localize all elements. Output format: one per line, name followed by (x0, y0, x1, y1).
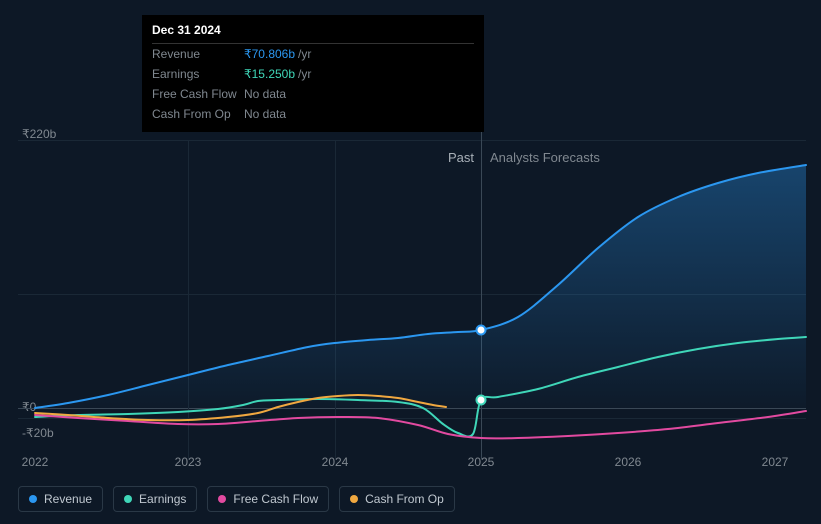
legend-dot-icon (124, 495, 132, 503)
legend-label: Revenue (44, 492, 92, 506)
tooltip-row-unit: /yr (298, 47, 311, 61)
legend-item[interactable]: Earnings (113, 486, 197, 512)
tooltip-row: Cash From OpNo data (152, 104, 474, 124)
x-axis-label: 2027 (762, 455, 789, 469)
legend-label: Earnings (139, 492, 186, 506)
x-axis-label: 2025 (468, 455, 495, 469)
series-line (35, 411, 806, 438)
x-axis-label: 2023 (175, 455, 202, 469)
tooltip-rows: Revenue₹70.806b/yrEarnings₹15.250b/yrFre… (152, 44, 474, 124)
legend-dot-icon (350, 495, 358, 503)
tooltip-row-value: ₹70.806b (244, 47, 295, 61)
legend-item[interactable]: Free Cash Flow (207, 486, 329, 512)
x-axis-label: 2022 (22, 455, 49, 469)
legend-dot-icon (218, 495, 226, 503)
tooltip: Dec 31 2024 Revenue₹70.806b/yrEarnings₹1… (142, 15, 484, 132)
chart-plot-area[interactable] (18, 125, 806, 459)
legend-item[interactable]: Revenue (18, 486, 103, 512)
tooltip-row-label: Free Cash Flow (152, 87, 244, 101)
chart-svg (18, 125, 806, 459)
tooltip-row: Free Cash FlowNo data (152, 84, 474, 104)
legend-dot-icon (29, 495, 37, 503)
legend: Revenue Earnings Free Cash Flow Cash From O… (18, 486, 455, 512)
tooltip-row-value: No data (244, 87, 286, 101)
revenue-area (35, 165, 806, 408)
series-marker (477, 396, 486, 405)
legend-label: Cash From Op (365, 492, 444, 506)
tooltip-row: Revenue₹70.806b/yr (152, 44, 474, 64)
tooltip-row-label: Revenue (152, 47, 244, 61)
tooltip-date: Dec 31 2024 (152, 23, 474, 44)
legend-label: Free Cash Flow (233, 492, 318, 506)
legend-item[interactable]: Cash From Op (339, 486, 455, 512)
tooltip-row: Earnings₹15.250b/yr (152, 64, 474, 84)
tooltip-row-label: Cash From Op (152, 107, 244, 121)
tooltip-row-value: ₹15.250b (244, 67, 295, 81)
tooltip-row-value: No data (244, 107, 286, 121)
x-axis-label: 2026 (615, 455, 642, 469)
series-marker (477, 326, 486, 335)
tooltip-row-label: Earnings (152, 67, 244, 81)
x-axis-label: 2024 (322, 455, 349, 469)
tooltip-row-unit: /yr (298, 67, 311, 81)
